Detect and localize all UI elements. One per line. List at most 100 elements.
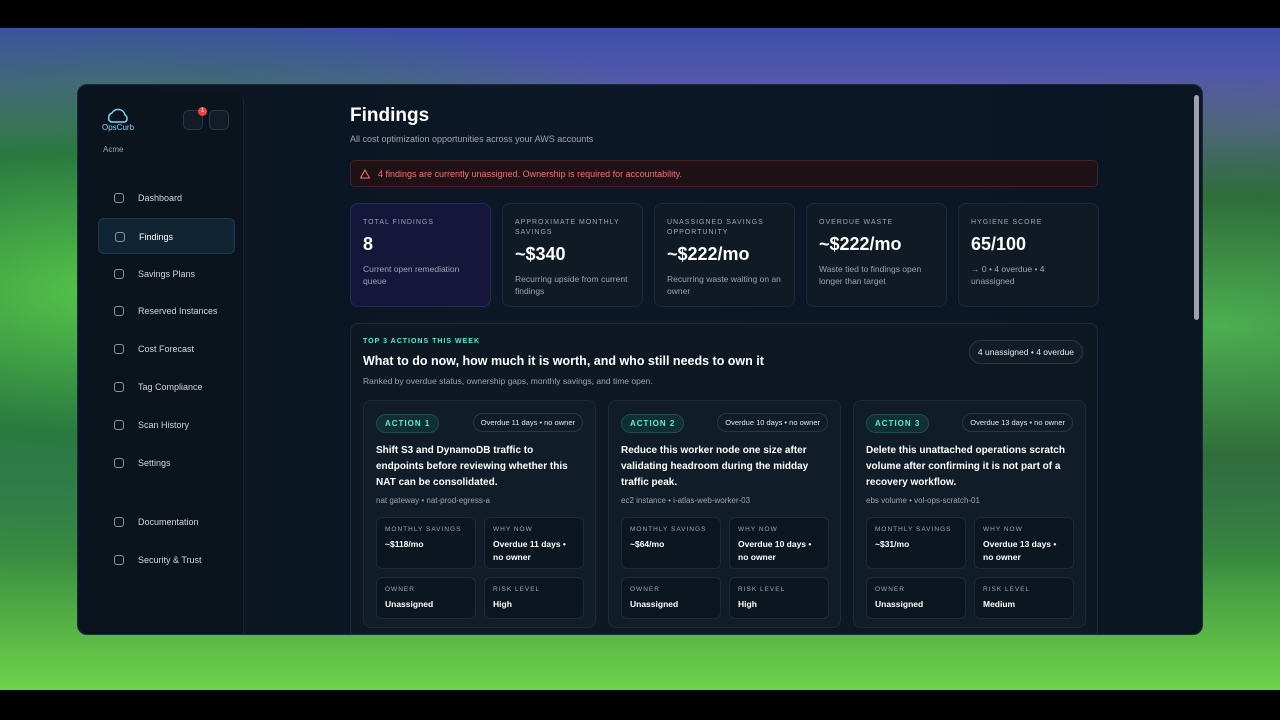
nav-item[interactable]: Cost Forecast [98,331,235,367]
org-name: Acme [103,145,124,154]
notification-badge: 1 [198,107,207,116]
metric-label: MONTHLY SAVINGS [385,526,462,533]
stat-note: Recurring upside from current findings [515,274,628,296]
nav-icon [115,231,125,242]
metric-label: RISK LEVEL [493,586,541,593]
nav-icon [114,457,124,468]
stat-value: ~$222/mo [819,234,902,254]
logo [107,108,128,123]
metric: MONTHLY SAVINGS ~$118/mo [376,517,476,569]
stat-card: HYGIENE SCORE 65/100 → 0 • 4 overdue • 4 u… [958,203,1099,307]
stat-note: → 0 • 4 overdue • 4 unassigned [971,264,1045,286]
metric-label: OWNER [385,586,415,593]
sidebar: OpsCurb Acme 1 Dashboard Findings Savings … [88,93,244,634]
action-title: Reduce this worker node one size after v… [621,445,809,488]
panel-title: What to do now, how much it is worth, an… [363,354,764,368]
metric-value: High [493,599,512,609]
page-title: Findings [350,105,430,126]
nav-item[interactable]: Savings Plans [98,256,235,292]
brand-name: OpsCurb [102,123,135,132]
action-tag: ACTION 1 [376,414,440,433]
metric-value: ~$118/mo [385,539,424,549]
metric-value: Unassigned [385,599,434,609]
metric: RISK LEVEL Medium [974,577,1074,619]
stat-note: Waste tied to findings open longer than … [819,264,922,286]
stat-label: APPROXIMATE MONTHLY SAVINGS [515,219,620,236]
metric-label: OWNER [630,586,660,593]
metric-value: Overdue 11 days • no owner [493,539,566,562]
action-card: ACTION 2 Overdue 10 days • no owner Reduce… [608,400,841,628]
action-tag: ACTION 2 [621,414,685,433]
nav-icon [114,268,124,279]
nav-item[interactable]: Security & Trust [98,542,235,578]
stat-card: OVERDUE WASTE ~$222/mo Waste tied to findi… [806,203,947,307]
metric-value: High [738,599,757,609]
stat-label: OVERDUE WASTE [819,219,894,226]
metric-value: Unassigned [630,599,679,609]
stat-note: Current open remediation queue [363,264,460,286]
action-resource: ec2 instance • i-atlas-web-worker-03 [621,496,751,505]
nav-item[interactable]: Findings [98,217,235,254]
theme-toggle[interactable] [209,110,229,130]
metric-value: Unassigned [875,599,924,609]
metric-value: ~$64/mo [630,539,665,549]
nav-item[interactable]: Settings [98,445,235,481]
action-title: Delete this unattached operations scratc… [866,445,1065,488]
metric: OWNER Unassigned [621,577,721,619]
summary-badge: 4 unassigned • 4 overdue [968,340,1083,364]
nav-item[interactable]: Scan History [98,407,235,443]
stat-value: 65/100 [971,234,1027,254]
main: Findings All cost optimization opportuni… [350,85,1110,634]
eyebrow: TOP 3 ACTIONS THIS WEEK [363,338,480,345]
metric-value: Overdue 10 days • no owner [738,539,812,562]
action-title: Shift S3 and DynamoDB traffic to endpoin… [376,445,568,488]
nav-icon [114,344,124,355]
action-tag: ACTION 3 [866,414,930,433]
metric: WHY NOW Overdue 10 days • no owner [729,517,829,569]
metric-label: RISK LEVEL [738,586,786,593]
action-status: Overdue 11 days • no owner [472,413,583,432]
page-subtitle: All cost optimization opportunities acro… [350,134,594,144]
metric: WHY NOW Overdue 11 days • no owner [484,517,584,569]
nav-icon [114,306,124,317]
nav-item[interactable]: Reserved Instances [98,293,235,329]
action-resource: nat gateway • nat-prod-egress-a [376,496,490,505]
stat-card: UNASSIGNED SAVINGS OPPORTUNITY ~$222/mo Re… [654,203,795,307]
nav-icon [114,419,124,430]
metric-value: Overdue 13 days • no owner [983,539,1057,562]
stat-value: 8 [363,234,374,254]
metric-label: WHY NOW [738,526,778,533]
metric-value: ~$31/mo [875,539,910,549]
stat-card: APPROXIMATE MONTHLY SAVINGS ~$340 Recurrin… [502,203,643,307]
metric-label: MONTHLY SAVINGS [630,526,707,533]
nav-item[interactable]: Documentation [98,504,235,540]
action-card: ACTION 1 Overdue 11 days • no owner Shift … [363,400,596,628]
metric-value: Medium [983,599,1016,609]
metric: MONTHLY SAVINGS ~$31/mo [866,517,966,569]
nav-item[interactable]: Dashboard [98,180,235,216]
metric: OWNER Unassigned [376,577,476,619]
panel-subtitle: Ranked by overdue status, ownership gaps… [363,376,653,386]
notifications-button[interactable] [183,110,203,130]
metric: RISK LEVEL High [484,577,584,619]
stat-value: ~$340 [515,244,566,264]
nav-icon [114,382,124,392]
actions-panel: TOP 3 ACTIONS THIS WEEK What to do now, … [350,323,1098,634]
alert-text: 4 findings are currently unassigned. Own… [378,169,682,179]
metric-label: OWNER [875,586,905,593]
metric: RISK LEVEL High [729,577,829,619]
stat-label: TOTAL FINDINGS [363,219,435,226]
metric: WHY NOW Overdue 13 days • no owner [974,517,1074,569]
nav-item[interactable]: Tag Compliance [98,369,235,405]
alert: 4 findings are currently unassigned. Own… [350,160,1098,187]
scrollbar[interactable] [1194,95,1199,320]
stat-value: ~$222/mo [667,244,750,264]
action-resource: ebs volume • vol-ops-scratch-01 [866,496,980,505]
stat-card: TOTAL FINDINGS 8 Current open remediation … [350,203,491,307]
action-status: Overdue 13 days • no owner [962,413,1073,432]
app-window: OpsCurb Acme 1 Dashboard Findings Savings … [77,84,1203,635]
metric-label: WHY NOW [493,526,533,533]
metric-label: WHY NOW [983,526,1023,533]
metric-label: RISK LEVEL [983,586,1031,593]
